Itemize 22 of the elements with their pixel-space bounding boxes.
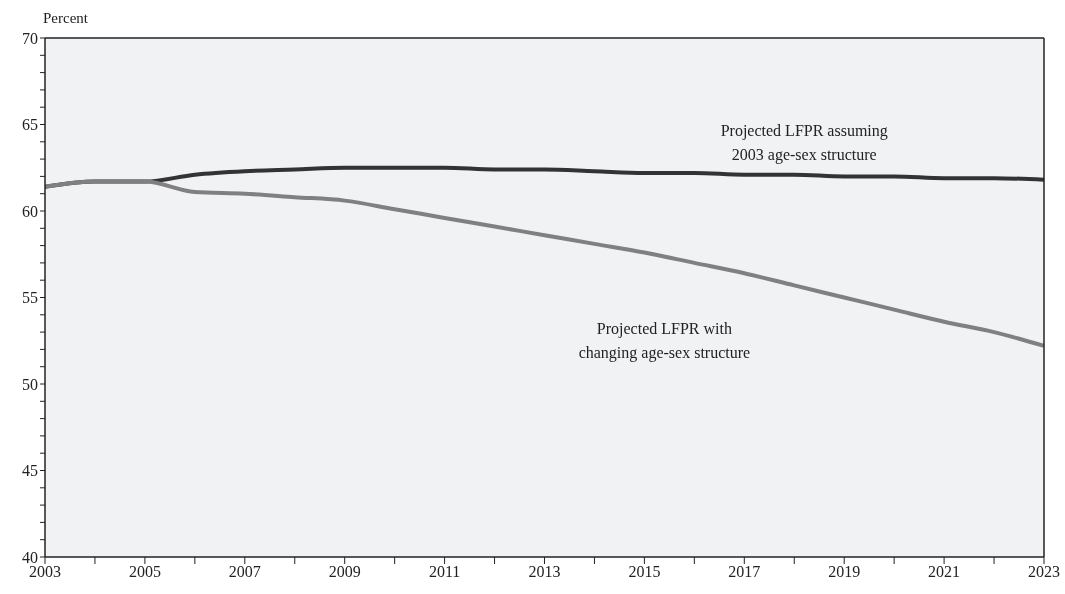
x-tick-label: 2015 — [628, 563, 661, 581]
x-tick-label: 2017 — [728, 563, 761, 581]
x-tick-label: 2019 — [828, 563, 861, 581]
y-tick-label: 45 — [22, 462, 38, 480]
y-axis-title: Percent — [43, 10, 88, 27]
y-tick-label: 60 — [22, 202, 38, 220]
x-tick-label: 2013 — [528, 563, 561, 581]
line-series — [45, 179, 1044, 348]
y-tick-label: 50 — [22, 375, 38, 393]
y-tick-label: 65 — [22, 116, 38, 134]
x-tick-label: 2003 — [29, 563, 61, 581]
y-tick-label: 70 — [22, 29, 38, 47]
series-label: Projected LFPR assuming 2003 age-sex structure — [720, 122, 888, 165]
x-tick-label: 2005 — [128, 563, 161, 581]
x-tick-label: 2007 — [228, 563, 261, 581]
y-tick-label: 55 — [22, 289, 38, 307]
x-tick-label: 2023 — [1028, 563, 1060, 581]
text: Projected LFPR with changing age-sex structure — [578, 320, 751, 363]
x-tick-label: 2011 — [428, 563, 461, 581]
y-tick-label: 40 — [22, 548, 38, 566]
x-tick-label: 2009 — [328, 563, 361, 581]
x-tick-label: 2021 — [928, 563, 961, 581]
